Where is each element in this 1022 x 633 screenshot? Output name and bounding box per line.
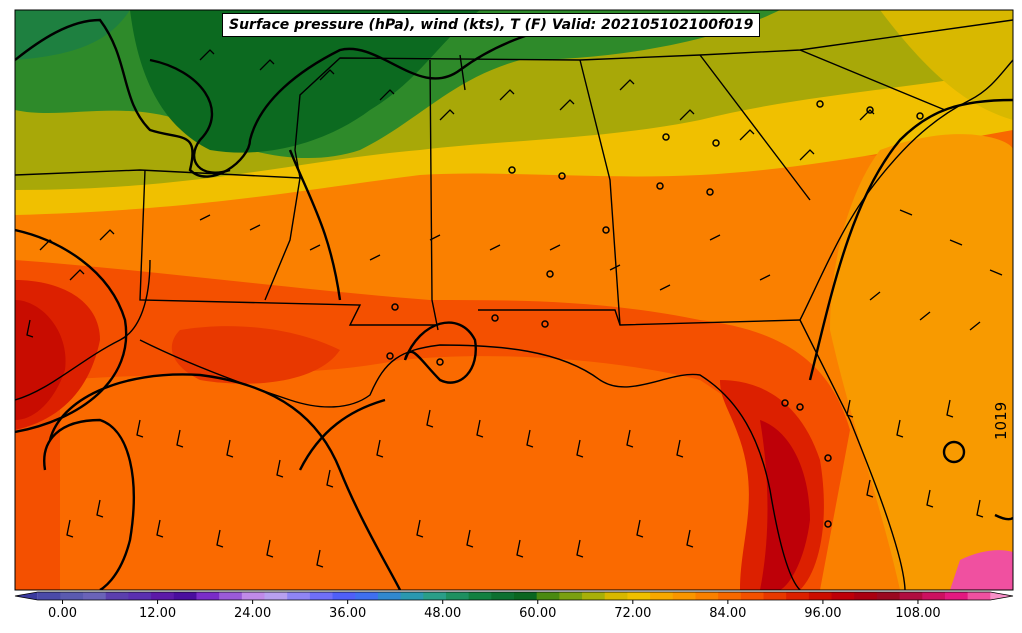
colorbar-segment: [627, 592, 651, 600]
colorbar-segment: [445, 592, 470, 600]
colorbar-tick-label: 108.00: [895, 606, 941, 621]
colorbar-segment: [377, 592, 402, 600]
colorbar-segment: [604, 592, 628, 600]
colorbar-tick-label: 84.00: [709, 606, 747, 621]
temperature-field: [15, 10, 1013, 590]
colorbar-segment: [831, 592, 855, 600]
colorbar-segment: [808, 592, 833, 600]
colorbar-segment: [718, 592, 742, 600]
colorbar-segment: [672, 592, 696, 600]
colorbar-tick-label: 96.00: [804, 606, 842, 621]
colorbar-segment: [854, 592, 878, 600]
colorbar-segment: [990, 592, 1013, 600]
colorbar-segment: [559, 592, 583, 600]
colorbar-segment: [241, 592, 265, 600]
colorbar-segment: [355, 592, 379, 600]
colorbar-segment: [514, 592, 538, 600]
colorbar-segment: [173, 592, 197, 600]
colorbar-segment: [695, 592, 719, 600]
calm-wind-markers: [386, 100, 924, 528]
colorbar-segment: [536, 592, 560, 600]
colorbar-segment: [650, 592, 674, 600]
colorbar-segment: [944, 592, 969, 600]
colorbar-segment: [740, 592, 764, 600]
colorbar-segment: [15, 592, 38, 600]
colorbar-segment: [468, 592, 492, 600]
colorbar-segment: [37, 592, 61, 600]
colorbar-segment: [264, 592, 288, 600]
colorbar-tick-label: 12.00: [138, 606, 177, 621]
colorbar-segment: [196, 592, 220, 600]
colorbar-segment: [151, 592, 175, 600]
colorbar-outline: [14, 591, 1014, 601]
isobar-label: 1019: [992, 401, 1010, 440]
colorbar: [14, 591, 1014, 604]
colorbar-segment: [763, 592, 787, 600]
colorbar-tick-label: 72.00: [614, 606, 652, 621]
map-title: Surface pressure (hPa), wind (kts), T (F…: [222, 13, 761, 37]
colorbar-tick-label: 60.00: [519, 606, 557, 621]
map-frame: [14, 9, 1014, 591]
colorbar-segment: [105, 592, 129, 600]
colorbar-segment: [491, 592, 515, 600]
colorbar-segment: [400, 592, 424, 600]
colorbar-segment: [582, 592, 606, 600]
colorbar-segment: [219, 592, 243, 600]
colorbar-segment: [876, 592, 901, 600]
wind-barbs: [26, 49, 1003, 568]
colorbar-segment: [309, 592, 334, 600]
colorbar-tick-label: 48.00: [424, 606, 462, 621]
colorbar-tick-label: 0.00: [48, 606, 77, 621]
isobars: [15, 13, 1013, 590]
colorbar-segment: [922, 592, 946, 600]
colorbar-segment: [128, 592, 152, 600]
colorbar-segment: [786, 592, 810, 600]
colorbar-segment: [967, 592, 991, 600]
colorbar-tick-label: 36.00: [329, 606, 367, 621]
colorbar-segment: [423, 592, 447, 600]
colorbar-segment: [83, 592, 107, 600]
colorbar-segment: [899, 592, 923, 600]
colorbar-segment: [332, 592, 356, 600]
colorbar-tick-label: 24.00: [234, 606, 272, 621]
boundaries: [15, 19, 1013, 590]
colorbar-segment: [287, 592, 311, 600]
colorbar-segment: [60, 592, 84, 600]
